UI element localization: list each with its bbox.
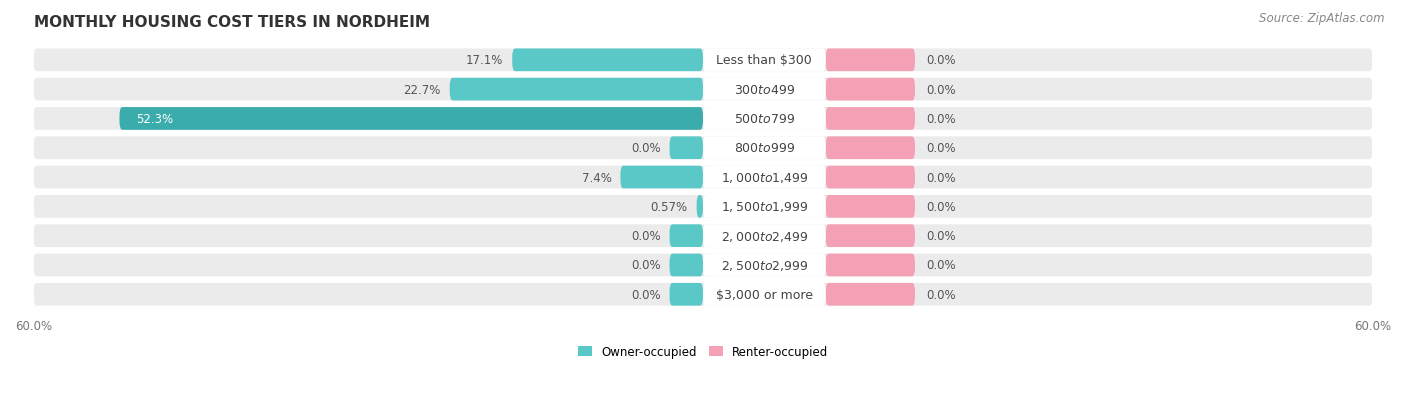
FancyBboxPatch shape — [825, 254, 915, 277]
Text: 22.7%: 22.7% — [404, 83, 441, 96]
FancyBboxPatch shape — [825, 225, 915, 247]
FancyBboxPatch shape — [703, 78, 825, 101]
FancyBboxPatch shape — [34, 283, 1372, 306]
FancyBboxPatch shape — [620, 166, 703, 189]
Text: 0.0%: 0.0% — [927, 200, 956, 214]
Text: 52.3%: 52.3% — [136, 113, 173, 126]
Text: 0.0%: 0.0% — [631, 288, 661, 301]
Text: $800 to $999: $800 to $999 — [734, 142, 794, 155]
Text: 0.0%: 0.0% — [927, 259, 956, 272]
FancyBboxPatch shape — [703, 108, 825, 131]
Text: $3,000 or more: $3,000 or more — [716, 288, 813, 301]
Text: $2,500 to $2,999: $2,500 to $2,999 — [720, 259, 808, 272]
Text: 0.57%: 0.57% — [651, 200, 688, 214]
Text: $300 to $499: $300 to $499 — [734, 83, 794, 96]
Text: 0.0%: 0.0% — [927, 171, 956, 184]
FancyBboxPatch shape — [34, 166, 1372, 189]
FancyBboxPatch shape — [825, 78, 915, 101]
FancyBboxPatch shape — [703, 254, 825, 277]
Text: $500 to $799: $500 to $799 — [734, 113, 794, 126]
FancyBboxPatch shape — [703, 49, 825, 72]
Legend: Owner-occupied, Renter-occupied: Owner-occupied, Renter-occupied — [572, 341, 834, 363]
Text: 0.0%: 0.0% — [927, 230, 956, 242]
FancyBboxPatch shape — [825, 195, 915, 218]
Text: 0.0%: 0.0% — [631, 142, 661, 155]
FancyBboxPatch shape — [703, 283, 825, 306]
FancyBboxPatch shape — [703, 195, 825, 218]
FancyBboxPatch shape — [34, 49, 1372, 72]
FancyBboxPatch shape — [825, 108, 915, 131]
Text: 17.1%: 17.1% — [465, 54, 503, 67]
Text: MONTHLY HOUSING COST TIERS IN NORDHEIM: MONTHLY HOUSING COST TIERS IN NORDHEIM — [34, 15, 430, 30]
FancyBboxPatch shape — [34, 137, 1372, 160]
FancyBboxPatch shape — [450, 78, 703, 101]
Text: Source: ZipAtlas.com: Source: ZipAtlas.com — [1260, 12, 1385, 25]
Text: $2,000 to $2,499: $2,000 to $2,499 — [720, 229, 808, 243]
Text: 7.4%: 7.4% — [582, 171, 612, 184]
FancyBboxPatch shape — [34, 78, 1372, 101]
FancyBboxPatch shape — [120, 108, 703, 131]
FancyBboxPatch shape — [825, 49, 915, 72]
Text: 0.0%: 0.0% — [927, 54, 956, 67]
FancyBboxPatch shape — [34, 225, 1372, 247]
FancyBboxPatch shape — [34, 195, 1372, 218]
FancyBboxPatch shape — [696, 195, 703, 218]
FancyBboxPatch shape — [669, 254, 703, 277]
FancyBboxPatch shape — [669, 225, 703, 247]
FancyBboxPatch shape — [703, 166, 825, 189]
Text: 0.0%: 0.0% — [927, 83, 956, 96]
FancyBboxPatch shape — [669, 283, 703, 306]
FancyBboxPatch shape — [512, 49, 703, 72]
Text: 0.0%: 0.0% — [927, 288, 956, 301]
Text: Less than $300: Less than $300 — [717, 54, 813, 67]
Text: 0.0%: 0.0% — [631, 259, 661, 272]
FancyBboxPatch shape — [703, 137, 825, 160]
FancyBboxPatch shape — [34, 108, 1372, 131]
Text: 0.0%: 0.0% — [631, 230, 661, 242]
Text: 0.0%: 0.0% — [927, 142, 956, 155]
Text: $1,500 to $1,999: $1,500 to $1,999 — [720, 200, 808, 214]
FancyBboxPatch shape — [825, 137, 915, 160]
FancyBboxPatch shape — [669, 137, 703, 160]
Text: 0.0%: 0.0% — [927, 113, 956, 126]
FancyBboxPatch shape — [703, 225, 825, 247]
Text: $1,000 to $1,499: $1,000 to $1,499 — [720, 171, 808, 185]
FancyBboxPatch shape — [825, 283, 915, 306]
FancyBboxPatch shape — [825, 166, 915, 189]
FancyBboxPatch shape — [34, 254, 1372, 277]
